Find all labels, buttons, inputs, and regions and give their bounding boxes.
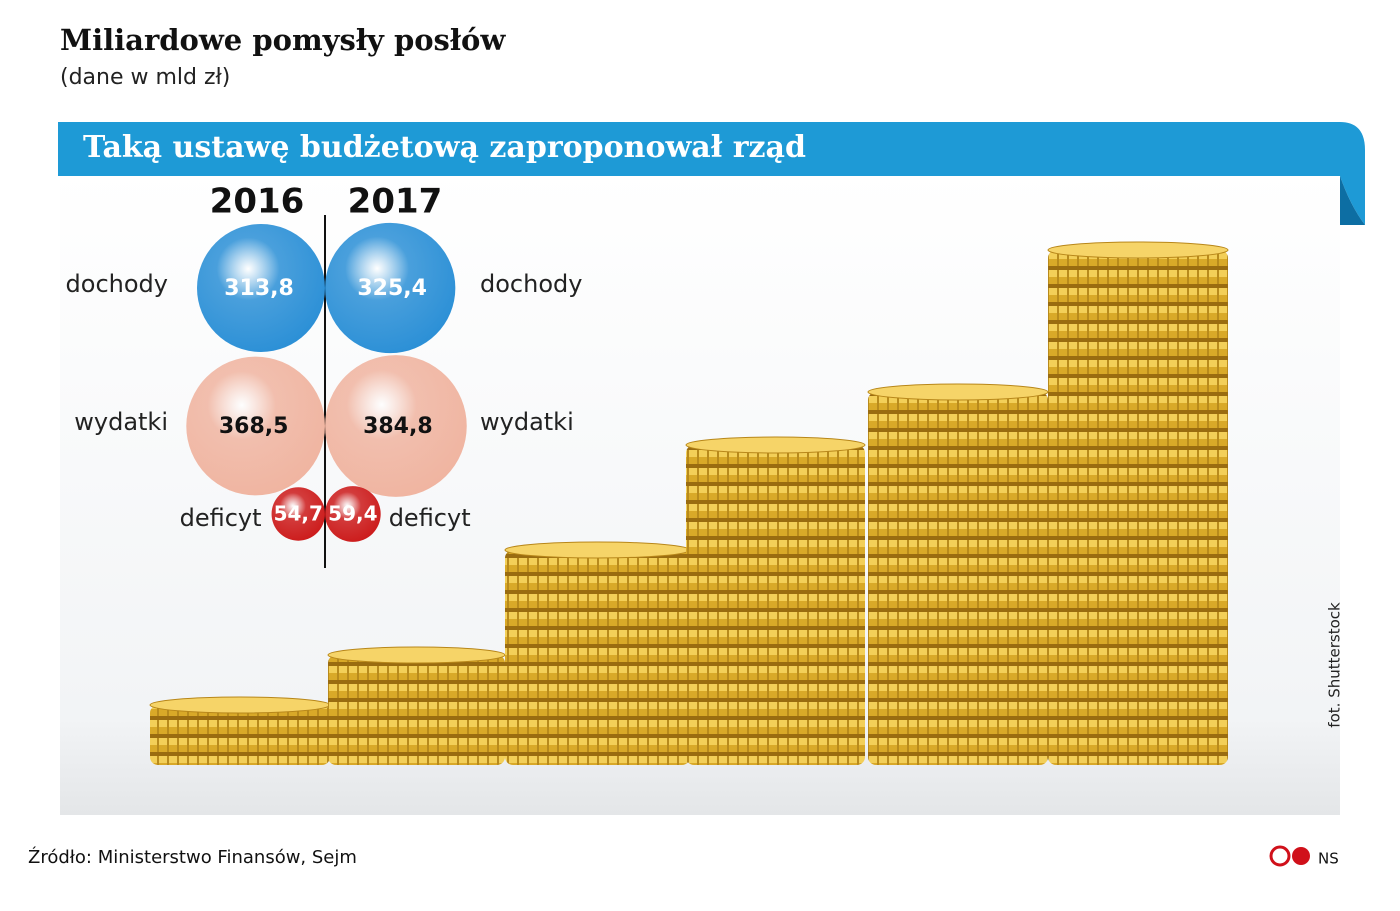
value-label: 368,5 bbox=[219, 414, 289, 439]
coin-stacks bbox=[149, 241, 1229, 765]
coin-top bbox=[327, 646, 506, 664]
logo-icon bbox=[1292, 847, 1310, 865]
coin-stack bbox=[868, 392, 1048, 765]
coin-top bbox=[1047, 241, 1229, 259]
bubble bbox=[325, 355, 467, 497]
series-label: wydatki bbox=[74, 408, 168, 436]
year-label: 2017 bbox=[348, 182, 443, 222]
coin-stack bbox=[1048, 250, 1228, 765]
source: Źródło: Ministerstwo Finansów, Sejm bbox=[28, 846, 357, 868]
bubble-chart: 2016 2017 313,8 325,4 dochody dochody 368,5 384… bbox=[66, 182, 582, 542]
photo-credit: fot. Shutterstock bbox=[1326, 602, 1344, 728]
value-label: 325,4 bbox=[357, 276, 427, 301]
coin-top bbox=[867, 383, 1049, 401]
coin-stack bbox=[686, 445, 865, 765]
series-label: wydatki bbox=[480, 408, 574, 436]
value-label: 59,4 bbox=[328, 502, 377, 526]
bubble bbox=[186, 356, 325, 496]
banner-fold bbox=[1340, 176, 1365, 225]
banner-text: Taką ustawę budżetową zaproponował rząd bbox=[83, 130, 806, 165]
year-label: 2016 bbox=[210, 182, 305, 222]
bubble bbox=[271, 487, 325, 541]
coin-top bbox=[504, 541, 691, 559]
coin-stack bbox=[150, 705, 330, 765]
logo-icon bbox=[1269, 845, 1291, 867]
coin-stack bbox=[328, 655, 505, 765]
value-label: 384,8 bbox=[363, 414, 433, 439]
banner bbox=[58, 122, 1365, 225]
coin-stack bbox=[505, 550, 690, 765]
title: Miliardowe pomysły posłów bbox=[60, 23, 506, 57]
coin-top bbox=[149, 696, 331, 714]
bubble bbox=[325, 486, 381, 542]
series-label: deficyt bbox=[389, 504, 471, 532]
coin-top bbox=[685, 436, 866, 454]
series-label: deficyt bbox=[180, 504, 262, 532]
bubble bbox=[197, 224, 325, 352]
subtitle: (dane w mld zł) bbox=[60, 65, 230, 90]
value-label: 313,8 bbox=[224, 276, 294, 301]
bubble bbox=[325, 222, 456, 354]
value-label: 54,7 bbox=[274, 502, 323, 526]
series-label: dochody bbox=[66, 270, 168, 298]
logo-text: NS bbox=[1318, 850, 1339, 868]
series-label: dochody bbox=[480, 270, 582, 298]
